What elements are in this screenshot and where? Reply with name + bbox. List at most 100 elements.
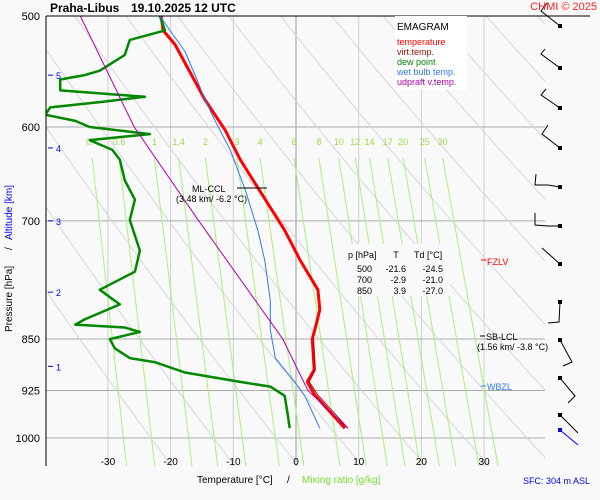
altitude-tick-label: 3	[56, 217, 61, 227]
wind-barb	[559, 414, 579, 434]
x-tick-label: -10	[226, 457, 241, 468]
y-tick-label: 600	[22, 122, 40, 134]
dry-adiabat	[177, 16, 545, 459]
wind-barb	[534, 173, 561, 188]
mixing-ratio-line	[354, 157, 406, 467]
mixing-ratio-line	[204, 157, 247, 467]
mixing-ratio-label: 1.4	[172, 137, 185, 147]
table-cell: 500	[357, 264, 372, 274]
chart-datetime: 19.10.2025 12 UTC	[131, 1, 236, 15]
sb-lcl-label: SB-LCL	[486, 332, 518, 342]
series-temperature	[159, 16, 347, 430]
mixing-ratio-label: 1	[152, 137, 157, 147]
ml-ccl-annotation: ML-CCL (3.48 km/ -6.2 °C)	[176, 184, 267, 204]
legend-updraft: udpraft v.temp.	[397, 77, 456, 87]
altitude-tick-label: 4	[56, 144, 61, 154]
mixing-ratio-label: 6	[292, 137, 297, 147]
dry-adiabat	[434, 16, 545, 141]
x-tick-label: 30	[479, 457, 491, 468]
mixing-ratio-line	[236, 157, 280, 467]
table-cell: -21.6	[385, 264, 406, 274]
wind-barb-dot	[558, 376, 562, 380]
mixing-ratio-line	[424, 157, 480, 467]
table-cell: 850	[357, 286, 372, 296]
dry-adiabat	[46, 289, 173, 466]
mixing-ratio-line	[442, 157, 499, 467]
legend-temperature: temperature	[397, 37, 446, 47]
x-axis-label-temperature: Temperature [°C]	[197, 475, 273, 486]
wind-barb-dot	[558, 338, 562, 342]
series-dew-point	[46, 16, 291, 429]
altitude-tick-label: 1	[56, 362, 61, 372]
series-wet-bulb-temp	[159, 16, 321, 429]
wind-barb	[540, 88, 561, 109]
mixing-ratio-label: 25	[420, 137, 430, 147]
mixing-ratio-line	[369, 157, 421, 467]
altitude-tick-label: 2	[56, 288, 61, 298]
table-cell: -27.0	[422, 286, 443, 296]
table-cell: -2.9	[390, 275, 406, 285]
dry-adiabat	[331, 16, 545, 262]
wind-barb-dot	[558, 66, 562, 70]
y-axis-label-separator: /	[4, 247, 15, 250]
mixing-ratio-line	[318, 157, 367, 467]
mixing-ratio-line	[293, 157, 341, 467]
mixing-ratio-label: 10	[334, 137, 344, 147]
mixing-ratio-line	[402, 157, 457, 467]
y-tick-label: 925	[22, 386, 40, 398]
fzlv-annotation: FZLV	[481, 257, 508, 267]
wind-barb	[540, 2, 561, 27]
y-tick-label: 500	[22, 11, 40, 23]
x-tick-label: -20	[163, 457, 178, 468]
mixing-ratio-line	[91, 157, 128, 467]
legend-dew-point: dew point	[397, 57, 436, 67]
wind-barb-dot	[558, 300, 562, 304]
mixing-ratio-label: 17	[383, 137, 393, 147]
mixing-ratio-line	[259, 157, 305, 467]
x-tick-label: 20	[416, 457, 428, 468]
x-tick-label: -30	[101, 457, 116, 468]
mixing-ratio-label: 2	[203, 137, 208, 147]
mixing-ratio-label: 8	[316, 137, 321, 147]
x-axis-label: Temperature [°C] / Mixing ratio [g/kg]	[197, 475, 381, 486]
wind-barb-dot-surface	[558, 428, 562, 432]
wind-barb	[559, 377, 576, 404]
mixing-ratio-label: 12	[350, 137, 360, 147]
dry-adiabat	[125, 16, 490, 466]
series-udpraft-v-temp	[79, 16, 349, 429]
mixing-ratio-line	[387, 157, 440, 467]
mixing-ratio-label: 30	[438, 137, 448, 147]
wind-barb	[541, 124, 561, 149]
legend-virt-temp: virt.temp.	[397, 47, 434, 57]
y-tick-label: 700	[22, 216, 40, 228]
dry-adiabat	[74, 16, 427, 466]
wbzl-label: WBZL	[487, 382, 512, 392]
x-axis-label-mixing-ratio: Mixing ratio [g/kg]	[302, 475, 381, 486]
wind-barb	[534, 213, 560, 227]
mixing-ratio-line	[118, 157, 156, 467]
dry-adiabat	[537, 16, 545, 25]
y-tick-label: 1000	[16, 433, 40, 445]
table-header: T	[393, 250, 399, 260]
x-tick-label: 10	[353, 457, 365, 468]
y-axis-label-pressure: Pressure [hPa]	[4, 266, 15, 332]
mixing-ratio-label: 14	[364, 137, 374, 147]
wind-barb-dot	[558, 224, 562, 228]
ml-ccl-detail: (3.48 km/ -6.2 °C)	[176, 194, 247, 204]
mixing-ratio-label: 3	[234, 137, 239, 147]
dry-adiabat	[589, 16, 600, 468]
wind-barb	[540, 48, 561, 69]
mixing-ratio-label: 4	[258, 137, 263, 147]
ml-ccl-label: ML-CCL	[192, 184, 226, 194]
wind-barb-surface	[559, 429, 579, 446]
chart-title: Praha-Libus	[50, 1, 120, 15]
x-tick-label: 0	[293, 457, 299, 468]
mixing-ratio-line	[153, 157, 193, 467]
y-axis-label: Pressure [hPa] / Altitude [km]	[4, 185, 15, 332]
table-cell: 700	[357, 275, 372, 285]
mixing-ratio-label: 0.6	[113, 137, 126, 147]
wind-barb-dot	[558, 413, 562, 417]
table-cell: -24.5	[422, 264, 443, 274]
wind-barb	[559, 339, 573, 367]
wind-barb-dot	[558, 24, 562, 28]
